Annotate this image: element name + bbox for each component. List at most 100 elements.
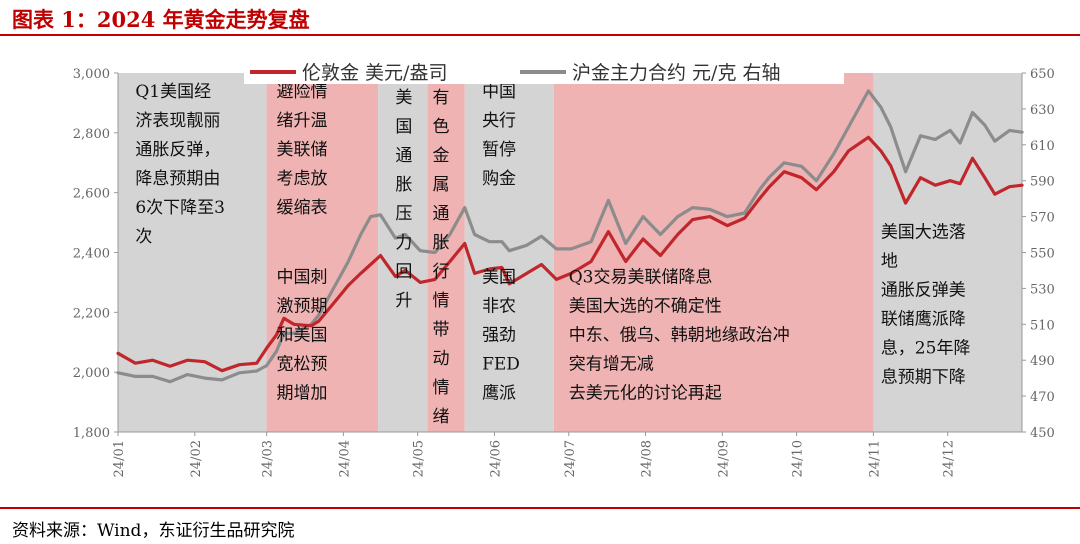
annotation-0-line: 和美国 xyxy=(277,325,328,345)
region-note-4-line: 中国 xyxy=(482,82,516,102)
right-tick-label: 650 xyxy=(1030,67,1055,82)
region-2 xyxy=(378,73,428,432)
region-note-6-line: 息，25年降 xyxy=(881,339,971,359)
annotation-1-line: 强劲 xyxy=(482,325,516,345)
annotation-1-line: 鹰派 xyxy=(482,383,516,403)
annotation-1-line: FED xyxy=(482,354,520,374)
region-note-0-line: 次 xyxy=(135,227,152,247)
region-note-2-line: 升 xyxy=(395,291,412,311)
x-tick-label: 24/11 xyxy=(867,440,882,477)
right-tick-label: 590 xyxy=(1030,175,1055,190)
region-note-3-line: 情 xyxy=(433,378,450,398)
x-tick-label: 24/12 xyxy=(942,440,957,477)
annotation-0-line: 期增加 xyxy=(277,383,328,403)
region-note-3-line: 情 xyxy=(433,291,450,311)
region-note-0-line: 通胀反弹， xyxy=(135,140,220,160)
series-line-shfe-gold xyxy=(116,89,1024,384)
left-tick-label: 2,400 xyxy=(73,247,110,262)
page-title: 图表 1：2024 年黄金走势复盘 xyxy=(12,7,310,32)
right-tick-label: 510 xyxy=(1030,318,1055,333)
region-note-3-line: 绪 xyxy=(433,407,450,427)
annotation-2-line: 美国大选的不确定性 xyxy=(569,296,722,316)
region-note-6-line: 通胀反弹美 xyxy=(881,281,966,301)
x-tick-label: 24/06 xyxy=(488,440,503,477)
x-tick-label: 24/07 xyxy=(563,440,578,477)
x-tick-label: 24/01 xyxy=(112,440,127,477)
title-rule xyxy=(0,34,1080,36)
region-note-2-line: 压 xyxy=(395,204,412,224)
region-note-0-line: 6次下降至3 xyxy=(135,198,225,218)
annotation-0-line: 宽松预 xyxy=(277,354,328,374)
region-note-2-line: 力 xyxy=(395,233,412,253)
region-note-6-line: 美国大选落 xyxy=(881,223,966,243)
region-4 xyxy=(464,73,554,432)
x-tick-label: 24/08 xyxy=(640,440,655,477)
annotation-2-line: 中东、俄乌、韩朝地缘政治冲 xyxy=(569,325,790,345)
region-note-4-line: 央行 xyxy=(482,111,516,131)
annotation-0-line: 激预期 xyxy=(277,296,328,316)
region-note-3-line: 色 xyxy=(433,117,450,137)
annotation-2-line: 去美元化的讨论再起 xyxy=(569,383,722,403)
region-note-1-line: 避险情 xyxy=(277,82,328,102)
region-note-1-line: 美联储 xyxy=(277,140,328,160)
region-note-0-line: 降息预期由 xyxy=(135,169,220,189)
right-tick-label: 470 xyxy=(1030,390,1055,405)
region-note-3-line: 通 xyxy=(433,204,450,224)
left-tick-label: 2,600 xyxy=(73,187,110,202)
region-note-3-line: 行 xyxy=(433,262,450,282)
right-tick-label: 450 xyxy=(1030,426,1055,441)
x-tick-label: 24/02 xyxy=(189,440,204,477)
annotation-2-line: Q3交易美联储降息 xyxy=(569,267,713,287)
x-tick-label: 24/04 xyxy=(337,440,352,477)
source-note: 资料来源：Wind，东证衍生品研究院 xyxy=(12,521,295,541)
annotation-0-line: 中国刺 xyxy=(277,267,328,287)
left-tick-label: 3,000 xyxy=(73,67,110,82)
region-note-2-line: 通 xyxy=(395,146,412,166)
right-tick-label: 490 xyxy=(1030,354,1055,369)
region-note-2-line: 回 xyxy=(395,262,412,282)
region-note-1-line: 绪升温 xyxy=(277,111,328,131)
region-note-6-line: 联储鹰派降 xyxy=(881,310,966,330)
region-note-1-line: 考虑放 xyxy=(277,169,328,189)
annotation-1-line: 非农 xyxy=(482,296,516,316)
x-tick-label: 24/03 xyxy=(261,440,276,477)
shaded-regions xyxy=(118,73,1022,432)
series-lines xyxy=(116,89,1024,384)
right-tick-label: 570 xyxy=(1030,211,1055,226)
region-note-4-line: 购金 xyxy=(482,169,516,189)
left-tick-label: 2,800 xyxy=(73,127,110,142)
series-line-london-gold xyxy=(116,135,1024,373)
right-tick-label: 550 xyxy=(1030,247,1055,262)
region-note-0-line: Q1美国经 xyxy=(135,82,211,102)
region-note-4-line: 暂停 xyxy=(482,140,516,160)
source-rule xyxy=(0,507,1080,509)
legend-label-shfe-gold: 沪金主力合约 元/克 右轴 xyxy=(572,62,780,84)
left-tick-label: 2,200 xyxy=(73,306,110,321)
legend: 伦敦金 美元/盎司 沪金主力合约 元/克 右轴 xyxy=(244,58,844,84)
annotation-1-line: 美国 xyxy=(482,267,516,287)
region-note-3-line: 有 xyxy=(433,88,450,108)
annotation-2-line: 突有增无减 xyxy=(569,354,654,374)
axes: 1,800 2,000 2,200 2,400 2,600 2,800 3,000 450 47… xyxy=(73,67,1055,477)
region-note-6-line: 地 xyxy=(881,252,898,272)
right-tick-label: 630 xyxy=(1030,103,1055,118)
x-tick-label: 24/10 xyxy=(791,440,806,477)
region-note-2-line: 国 xyxy=(395,117,412,137)
region-note-6-line: 息预期下降 xyxy=(881,368,966,388)
region-note-3-line: 带 xyxy=(433,320,450,340)
gold-price-chart: 1,800 2,000 2,200 2,400 2,600 2,800 3,000 450 47… xyxy=(72,58,1055,478)
left-tick-label: 2,000 xyxy=(73,366,110,381)
region-note-3-line: 动 xyxy=(433,349,450,369)
region-note-3-line: 属 xyxy=(433,175,450,195)
region-1 xyxy=(266,73,379,432)
right-tick-label: 610 xyxy=(1030,139,1055,154)
region-note-1-line: 缓缩表 xyxy=(277,198,328,218)
left-tick-label: 1,800 xyxy=(73,426,110,441)
x-tick-label: 24/05 xyxy=(412,440,427,477)
x-tick-label: 24/09 xyxy=(716,440,731,477)
right-tick-label: 530 xyxy=(1030,282,1055,297)
region-note-0-line: 济表现靓丽 xyxy=(135,111,220,131)
region-5 xyxy=(553,73,874,432)
region-note-2-line: 美 xyxy=(395,88,412,108)
